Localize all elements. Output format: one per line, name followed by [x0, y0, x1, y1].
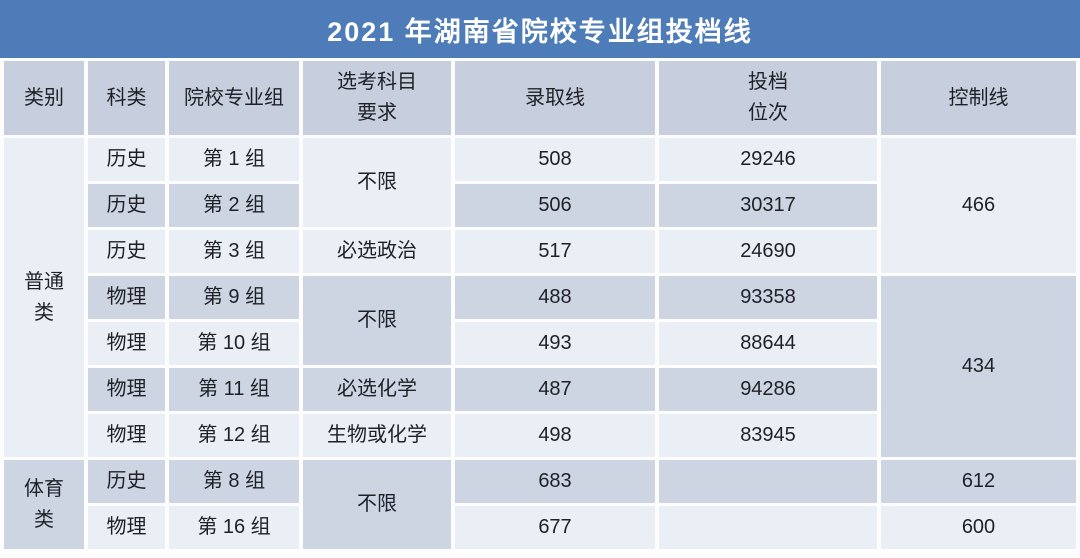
cell-requirement: 必选政治 [303, 230, 451, 273]
cell-rank: 94286 [659, 368, 877, 411]
cell-subject: 物理 [88, 276, 165, 319]
cell-control: 600 [881, 506, 1076, 549]
cell-admission: 493 [455, 322, 655, 365]
score-table: 类别 科类 院校专业组 选考科目 要求 录取线 投档 位次 控制线 普通 类 历… [0, 58, 1080, 552]
table-row: 物理 第 11 组 必选化学 487 94286 [4, 368, 1076, 411]
cell-control: 466 [881, 138, 1076, 273]
cell-group: 第 12 组 [169, 414, 299, 457]
header-cell-subject: 科类 [88, 61, 165, 135]
cell-rank: 24690 [659, 230, 877, 273]
cell-subject: 历史 [88, 460, 165, 503]
table-title: 2021 年湖南省院校专业组投档线 [327, 16, 753, 47]
header-cell-admission: 录取线 [455, 61, 655, 135]
cell-subject: 物理 [88, 506, 165, 549]
cell-group: 第 9 组 [169, 276, 299, 319]
cell-rank [659, 460, 877, 503]
table-row: 历史 第 2 组 506 30317 [4, 184, 1076, 227]
cell-requirement: 必选化学 [303, 368, 451, 411]
table-row: 物理 第 12 组 生物或化学 498 83945 [4, 414, 1076, 457]
cell-subject: 历史 [88, 184, 165, 227]
table-row: 物理 第 10 组 493 88644 [4, 322, 1076, 365]
cell-admission: 683 [455, 460, 655, 503]
cell-group: 第 11 组 [169, 368, 299, 411]
cell-control: 612 [881, 460, 1076, 503]
cell-subject: 历史 [88, 230, 165, 273]
cell-category-sports: 体育 类 [4, 460, 84, 549]
cell-rank: 93358 [659, 276, 877, 319]
cell-group: 第 1 组 [169, 138, 299, 181]
cell-subject: 物理 [88, 322, 165, 365]
cell-control: 434 [881, 276, 1076, 457]
table-row: 普通 类 历史 第 1 组 不限 508 29246 466 [4, 138, 1076, 457]
cell-subject: 历史 [88, 138, 165, 181]
cell-rank: 29246 [659, 138, 877, 181]
cell-category-general: 普通 类 [4, 138, 84, 457]
header-row: 类别 科类 院校专业组 选考科目 要求 录取线 投档 位次 控制线 [4, 61, 1076, 135]
cell-rank [659, 506, 877, 549]
table-header: 类别 科类 院校专业组 选考科目 要求 录取线 投档 位次 控制线 [4, 61, 1076, 135]
cell-subject: 物理 [88, 368, 165, 411]
cell-admission: 487 [455, 368, 655, 411]
cell-admission: 508 [455, 138, 655, 181]
cell-requirement: 不限 [303, 276, 451, 365]
cell-group: 第 16 组 [169, 506, 299, 549]
cell-admission: 517 [455, 230, 655, 273]
cell-requirement: 不限 [303, 460, 451, 549]
header-cell-category: 类别 [4, 61, 84, 135]
cell-admission: 677 [455, 506, 655, 549]
cell-admission: 488 [455, 276, 655, 319]
cell-rank: 88644 [659, 322, 877, 365]
cell-admission: 498 [455, 414, 655, 457]
cell-subject: 物理 [88, 414, 165, 457]
cell-rank: 30317 [659, 184, 877, 227]
table-row: 体育 类 历史 第 8 组 不限 683 612 [4, 460, 1076, 549]
header-cell-rank: 投档 位次 [659, 61, 877, 135]
header-cell-group: 院校专业组 [169, 61, 299, 135]
cell-admission: 506 [455, 184, 655, 227]
cell-group: 第 8 组 [169, 460, 299, 503]
cell-group: 第 3 组 [169, 230, 299, 273]
cell-rank: 83945 [659, 414, 877, 457]
table-body: 普通 类 历史 第 1 组 不限 508 29246 466 历史 第 2 组 … [4, 138, 1076, 549]
table-title-bar: 2021 年湖南省院校专业组投档线 [0, 0, 1080, 58]
cell-group: 第 2 组 [169, 184, 299, 227]
header-cell-requirement: 选考科目 要求 [303, 61, 451, 135]
table-row: 历史 第 3 组 必选政治 517 24690 [4, 230, 1076, 273]
cell-requirement: 生物或化学 [303, 414, 451, 457]
cell-group: 第 10 组 [169, 322, 299, 365]
table-row: 物理 第 16 组 677 600 [4, 506, 1076, 549]
table-row: 物理 第 9 组 不限 488 93358 434 [4, 276, 1076, 457]
header-cell-control: 控制线 [881, 61, 1076, 135]
cell-requirement: 不限 [303, 138, 451, 227]
